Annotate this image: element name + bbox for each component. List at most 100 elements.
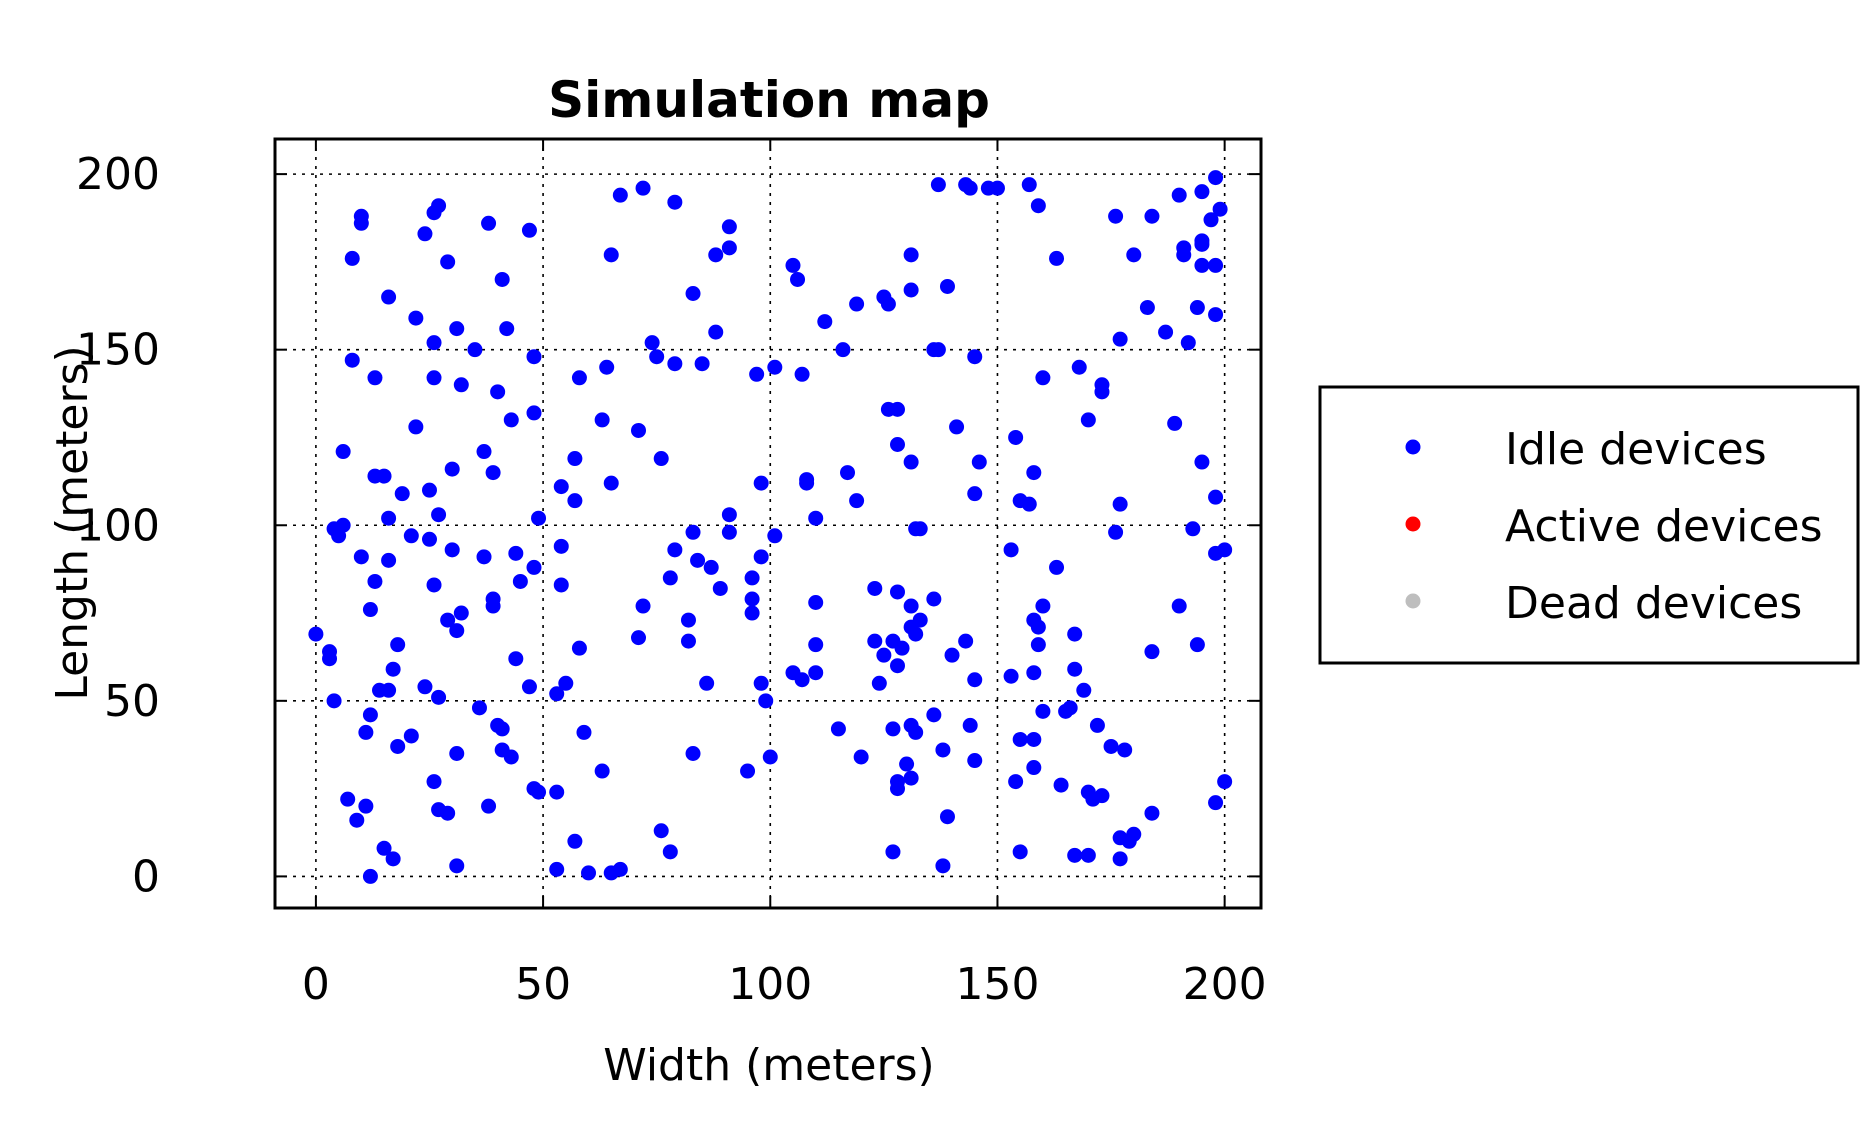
- data-point: [1194, 257, 1210, 273]
- data-point: [612, 187, 628, 203]
- data-point: [571, 370, 587, 386]
- data-point: [662, 570, 678, 586]
- data-point: [1053, 777, 1069, 793]
- data-point: [930, 342, 946, 358]
- data-point: [667, 194, 683, 210]
- data-point: [667, 356, 683, 372]
- data-point: [403, 728, 419, 744]
- data-point: [1026, 465, 1042, 481]
- data-point: [867, 580, 883, 596]
- x-tick-label: 200: [1183, 959, 1267, 1010]
- data-point: [553, 479, 569, 495]
- data-point: [508, 651, 524, 667]
- data-point: [1112, 331, 1128, 347]
- data-point: [1126, 247, 1142, 263]
- legend-marker: [1405, 439, 1421, 455]
- data-point: [1194, 184, 1210, 200]
- data-point: [635, 598, 651, 614]
- data-point: [1180, 335, 1196, 351]
- data-point: [1026, 731, 1042, 747]
- data-point: [531, 784, 547, 800]
- data-point: [449, 623, 465, 639]
- data-point: [358, 798, 374, 814]
- data-point: [1144, 644, 1160, 660]
- data-point: [840, 465, 856, 481]
- data-point: [867, 633, 883, 649]
- data-point: [758, 693, 774, 709]
- data-point: [889, 436, 905, 452]
- data-point: [708, 247, 724, 263]
- data-point: [426, 577, 442, 593]
- data-point: [362, 707, 378, 723]
- data-point: [1026, 665, 1042, 681]
- data-point: [408, 419, 424, 435]
- data-point: [344, 250, 360, 266]
- data-point: [1012, 844, 1028, 860]
- axis-ticks: 0 50 100 150 200 0 50 100 150 200: [76, 139, 1267, 1010]
- data-point: [576, 724, 592, 740]
- data-point: [485, 465, 501, 481]
- data-point: [567, 493, 583, 509]
- data-point: [408, 310, 424, 326]
- x-tick-label: 100: [728, 959, 812, 1010]
- data-point: [1035, 370, 1051, 386]
- data-point: [417, 226, 433, 242]
- data-point: [1144, 805, 1160, 821]
- data-point: [326, 693, 342, 709]
- data-point: [876, 647, 892, 663]
- data-point: [1167, 415, 1183, 431]
- data-points: [308, 170, 1233, 884]
- data-point: [481, 215, 497, 231]
- y-tick-label: 0: [132, 851, 160, 902]
- data-point: [612, 861, 628, 877]
- data-point: [1026, 760, 1042, 776]
- data-point: [494, 721, 510, 737]
- data-point: [503, 412, 519, 428]
- data-point: [908, 626, 924, 642]
- data-point: [903, 282, 919, 298]
- data-point: [962, 717, 978, 733]
- data-point: [599, 359, 615, 375]
- data-point: [889, 658, 905, 674]
- data-point: [549, 784, 565, 800]
- chart-title: Simulation map: [548, 71, 990, 129]
- data-point: [390, 637, 406, 653]
- data-point: [1035, 703, 1051, 719]
- data-point: [926, 591, 942, 607]
- data-point: [744, 605, 760, 621]
- data-point: [853, 749, 869, 765]
- data-point: [476, 444, 492, 460]
- data-point: [930, 177, 946, 193]
- data-point: [417, 679, 433, 695]
- data-point: [421, 531, 437, 547]
- data-point: [1049, 559, 1065, 575]
- data-point: [958, 633, 974, 649]
- data-point: [680, 612, 696, 628]
- data-point: [1008, 774, 1024, 790]
- data-point: [1030, 619, 1046, 635]
- data-point: [721, 240, 737, 256]
- data-point: [721, 524, 737, 540]
- data-point: [1189, 637, 1205, 653]
- data-point: [1171, 598, 1187, 614]
- data-point: [631, 630, 647, 646]
- data-point: [594, 763, 610, 779]
- x-tick-label: 0: [302, 959, 330, 1010]
- data-point: [1139, 300, 1155, 316]
- data-point: [935, 858, 951, 874]
- data-point: [453, 605, 469, 621]
- data-point: [1030, 198, 1046, 214]
- data-point: [1108, 208, 1124, 224]
- data-point: [799, 475, 815, 491]
- data-point: [808, 637, 824, 653]
- data-point: [1067, 626, 1083, 642]
- y-tick-label: 200: [76, 149, 160, 200]
- data-point: [885, 721, 901, 737]
- data-point: [808, 665, 824, 681]
- y-tick-label: 50: [104, 676, 160, 727]
- data-point: [935, 742, 951, 758]
- data-point: [808, 510, 824, 526]
- data-point: [549, 686, 565, 702]
- data-point: [426, 774, 442, 790]
- data-point: [440, 805, 456, 821]
